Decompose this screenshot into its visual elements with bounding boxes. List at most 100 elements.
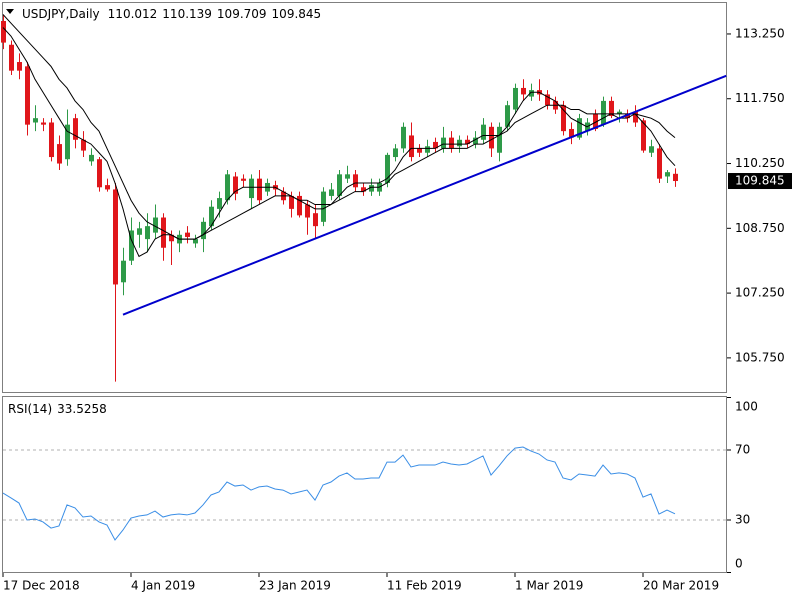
candle-body	[313, 213, 318, 227]
moving-average	[2, 27, 676, 258]
candle-body	[257, 178, 262, 201]
candle-body	[161, 217, 166, 248]
y-tick-label: 107.250	[735, 286, 785, 300]
y-tick-label: 0	[735, 557, 743, 571]
candle-body	[417, 148, 422, 153]
x-tick-label: 1 Mar 2019	[515, 579, 583, 593]
candle-body	[665, 172, 670, 177]
candle-body	[81, 139, 86, 151]
candle-body	[169, 234, 174, 242]
candle-body	[145, 226, 150, 240]
dropdown-icon[interactable]	[6, 9, 14, 14]
candle-body	[441, 137, 446, 149]
candle-body	[289, 195, 294, 209]
candle-body	[89, 154, 94, 162]
high-value: 110.139	[162, 7, 212, 21]
rsi-name: RSI(14)	[8, 402, 52, 416]
y-tick-label: 105.750	[735, 350, 785, 364]
candle-body	[105, 185, 110, 190]
candle-body	[97, 159, 102, 188]
candle-body	[489, 126, 494, 149]
candle-body	[337, 174, 342, 196]
y-tick-label: 100	[735, 400, 758, 414]
candle-body	[449, 137, 454, 149]
symbol: USDJPY,Daily	[22, 7, 100, 21]
candle-body	[385, 154, 390, 183]
candle-body	[433, 141, 438, 149]
candle-body	[457, 139, 462, 147]
candle-body	[505, 105, 510, 127]
candle-body	[657, 148, 662, 179]
candle-body	[73, 118, 78, 140]
candle-body	[185, 232, 190, 237]
candle-body	[305, 204, 310, 218]
candle-body	[137, 228, 142, 235]
candle-body	[233, 176, 238, 194]
chart-title: USDJPY,Daily 110.012 110.139 109.709 109.845	[22, 7, 321, 21]
close-value: 109.845	[272, 7, 322, 21]
open-value: 110.012	[108, 7, 158, 21]
rsi-title: RSI(14) 33.5258	[8, 402, 107, 416]
x-tick-label: 20 Mar 2019	[643, 579, 719, 593]
candle-body	[593, 113, 598, 129]
candle-body	[113, 189, 118, 285]
candle-body	[673, 173, 678, 182]
candle-body	[9, 44, 14, 71]
price-label: 109.845	[735, 174, 785, 188]
y-tick-label: 113.250	[735, 26, 785, 40]
candle-body	[425, 146, 430, 153]
candle-body	[521, 87, 526, 95]
candle-body	[465, 139, 470, 145]
candle-body	[193, 239, 198, 244]
candle-body	[225, 174, 230, 201]
candle-body	[353, 174, 358, 188]
candle-body	[409, 135, 414, 158]
x-tick-label: 23 Jan 2019	[259, 579, 331, 593]
y-tick-label: 108.750	[735, 221, 785, 235]
candle-body	[633, 111, 638, 123]
candle-body	[401, 126, 406, 149]
rsi-line	[2, 446, 676, 541]
moving-average	[2, 14, 676, 240]
candle-body	[361, 187, 366, 192]
candle-body	[1, 21, 6, 43]
candle-body	[473, 137, 478, 145]
candle-body	[57, 144, 62, 164]
trendline	[122, 74, 727, 316]
x-tick-label: 4 Jan 2019	[131, 579, 195, 593]
candle-body	[393, 148, 398, 158]
price-panel	[2, 2, 727, 393]
candle-body	[153, 217, 158, 233]
x-tick-label: 11 Feb 2019	[387, 579, 462, 593]
candle-body	[529, 90, 534, 97]
candle-body	[25, 66, 30, 125]
candle-body	[321, 191, 326, 222]
candle-body	[249, 178, 254, 199]
y-tick-label: 111.750	[735, 91, 785, 105]
candle-body	[513, 87, 518, 110]
rsi-last: 33.5258	[57, 402, 107, 416]
candle-body	[129, 230, 134, 261]
candle-body	[625, 113, 630, 119]
candle-body	[617, 111, 622, 114]
candle-body	[121, 260, 126, 283]
candle-body	[217, 198, 222, 209]
candle-body	[329, 189, 334, 196]
y-tick-label: 110.250	[735, 156, 785, 170]
price-label-box	[728, 173, 792, 190]
candle-body	[241, 178, 246, 181]
candle-body	[201, 221, 206, 240]
candle-body	[297, 195, 302, 216]
candle-body	[17, 62, 22, 71]
rsi-panel	[2, 396, 727, 573]
candle-body	[65, 124, 70, 160]
candle-body	[641, 120, 646, 151]
candle-body	[209, 206, 214, 227]
candle-body	[49, 122, 54, 158]
candle-body	[569, 128, 574, 138]
x-tick-label: 17 Dec 2018	[3, 579, 80, 593]
candle-body	[497, 126, 502, 153]
candle-body	[649, 146, 654, 153]
